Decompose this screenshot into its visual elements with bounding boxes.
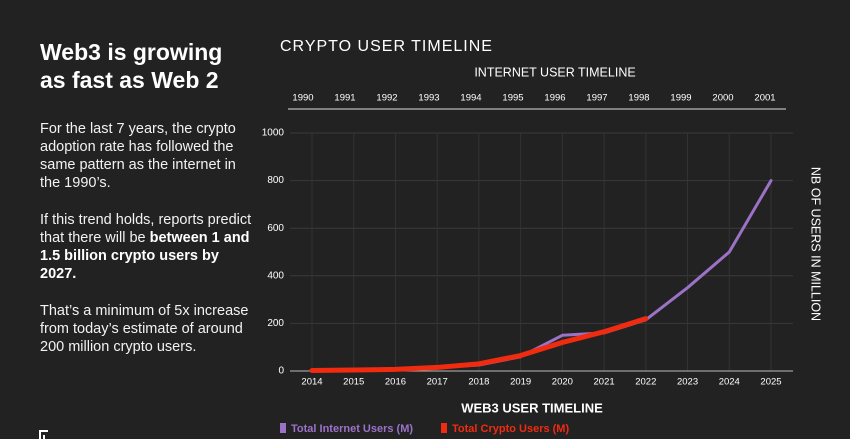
top-axis-title: INTERNET USER TIMELINE <box>474 65 635 79</box>
sidebar: Web3 is growing as fast as Web 2 For the… <box>40 38 258 375</box>
x-tick-label: 2017 <box>427 377 448 388</box>
y-tick-label: 0 <box>278 366 284 377</box>
legend-swatch <box>441 423 447 433</box>
top-tick-label: 1997 <box>586 93 607 104</box>
heading: Web3 is growing as fast as Web 2 <box>40 38 258 94</box>
logo <box>39 430 48 439</box>
top-tick-label: 1998 <box>628 93 649 104</box>
x-tick-label: 2016 <box>385 377 406 388</box>
x-tick-label: 2023 <box>677 377 698 388</box>
y-tick-label: 600 <box>267 223 284 234</box>
legend-label: Total Crypto Users (M) <box>452 423 569 435</box>
y-axis-title: NB OF USERS IN MILLION <box>809 167 823 321</box>
legend-label: Total Internet Users (M) <box>291 423 413 435</box>
x-tick-label: 2015 <box>343 377 364 388</box>
heading-line: as fast as Web 2 <box>40 67 219 93</box>
top-tick-label: 1999 <box>670 93 691 104</box>
y-tick-label: 200 <box>267 318 284 329</box>
x-tick-label: 2018 <box>468 377 489 388</box>
x-tick-label: 2024 <box>719 377 740 388</box>
top-tick-label: 1993 <box>418 93 439 104</box>
x-tick-label: 2020 <box>552 377 573 388</box>
x-tick-label: 2014 <box>301 377 322 388</box>
paragraph: That’s a minimum of 5x increase from tod… <box>40 302 258 356</box>
x-tick-label: 2021 <box>594 377 615 388</box>
top-tick-label: 1990 <box>292 93 313 104</box>
top-tick-label: 2000 <box>712 93 733 104</box>
top-tick-label: 1991 <box>334 93 355 104</box>
y-tick-label: 1000 <box>262 128 285 139</box>
text: For the last 7 years, the crypto adoptio… <box>40 121 236 191</box>
paragraph: If this trend holds, reports predict tha… <box>40 211 258 283</box>
x-tick-label: 2025 <box>760 377 781 388</box>
text: If this trend holds, reports predict tha… <box>40 212 252 246</box>
top-tick-label: 1992 <box>376 93 397 104</box>
heading-line: Web3 is growing <box>40 39 223 65</box>
bold-text: between 1 and 1.5 billion crypto users b… <box>40 230 250 282</box>
y-tick-label: 400 <box>267 270 284 281</box>
legend-swatch <box>280 423 286 433</box>
top-tick-label: 1995 <box>502 93 523 104</box>
x-axis-title: WEB3 USER TIMELINE <box>461 400 603 415</box>
paragraph: For the last 7 years, the crypto adoptio… <box>40 120 258 192</box>
text: That’s a minimum of 5x increase from tod… <box>40 303 249 355</box>
series-line <box>309 316 649 374</box>
chart-title: CRYPTO USER TIMELINE <box>280 38 493 55</box>
x-tick-label: 2022 <box>635 377 656 388</box>
x-tick-label: 2019 <box>510 377 531 388</box>
y-tick-label: 800 <box>267 175 284 186</box>
top-tick-label: 1996 <box>544 93 565 104</box>
top-tick-label: 1994 <box>460 93 481 104</box>
top-tick-label: 2001 <box>754 93 775 104</box>
